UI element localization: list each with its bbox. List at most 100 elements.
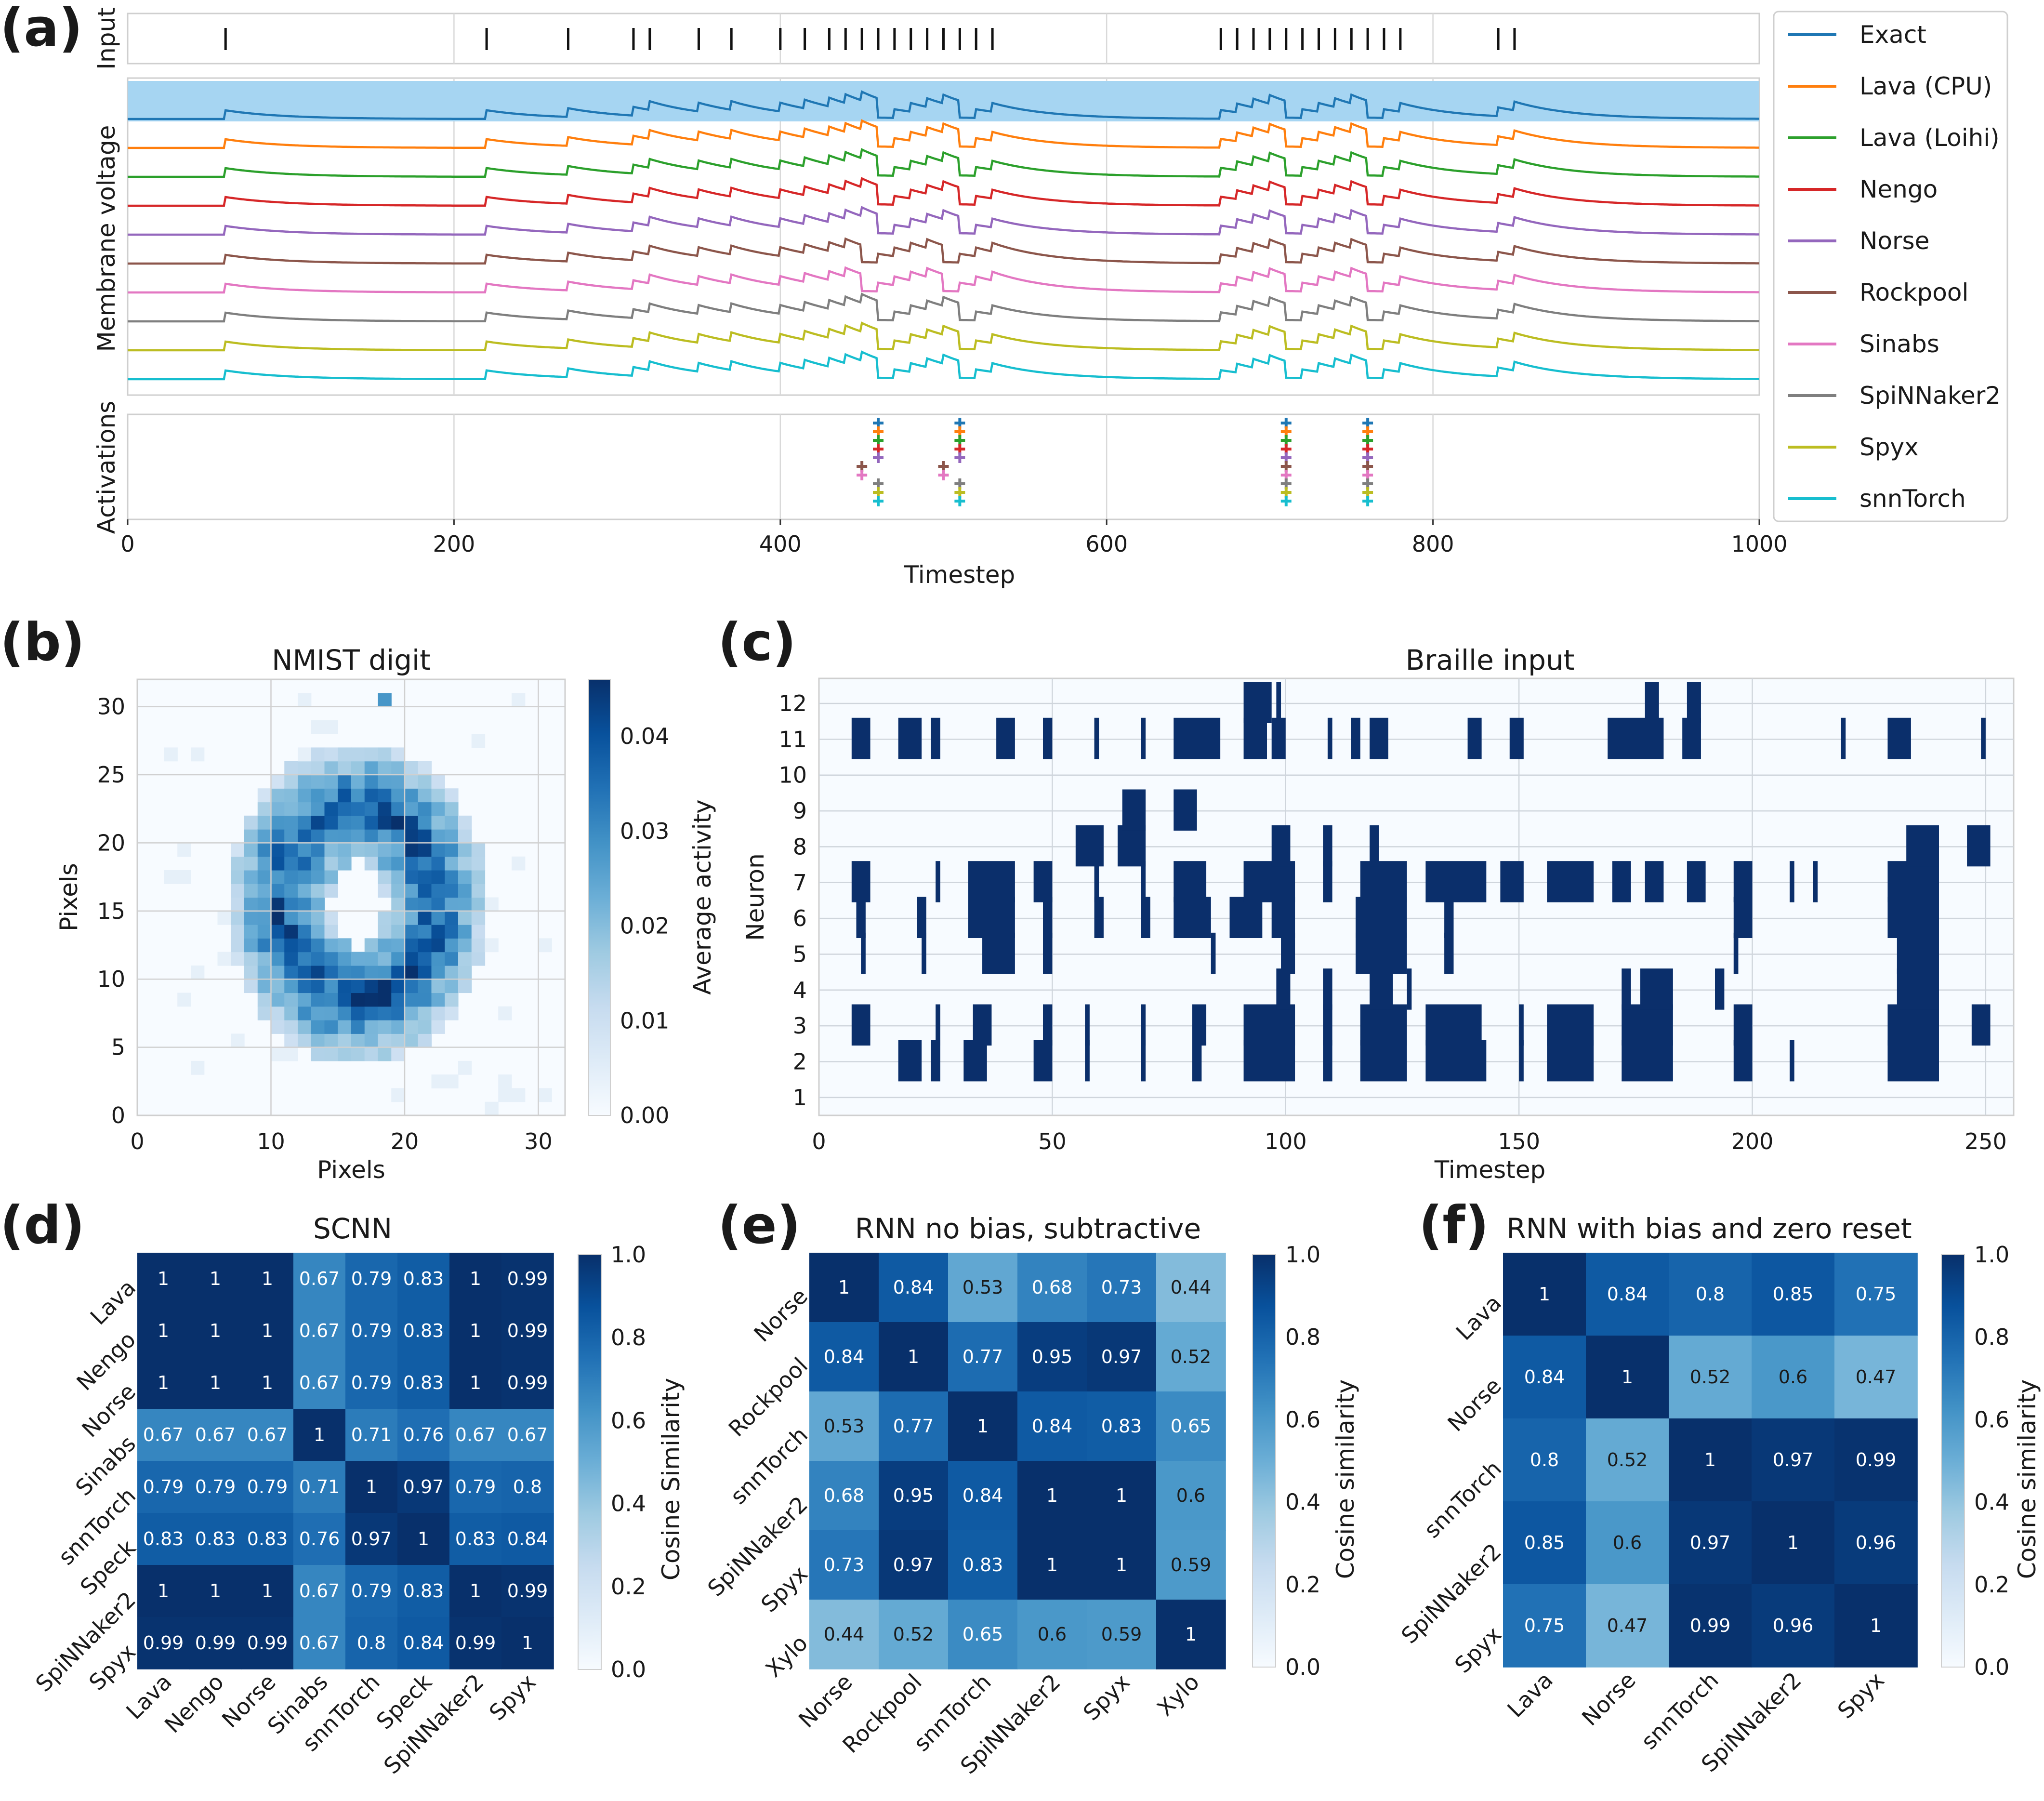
pixel-cell: [431, 979, 445, 993]
pixel-cell: [471, 938, 486, 953]
y-tick-label: 25: [97, 762, 125, 788]
pixel-cell: [351, 965, 365, 980]
similarity-cell: [501, 1409, 554, 1461]
cell-value: 0.83: [403, 1268, 444, 1289]
panel-label-c: (c): [718, 612, 796, 673]
cell-value: 1: [1870, 1615, 1882, 1636]
similarity-cell: [293, 1357, 346, 1409]
similarity-cell: [137, 1253, 190, 1305]
pixel-cell: [298, 965, 312, 980]
pixel-cell: [418, 870, 432, 884]
pixel-cell: [512, 1088, 526, 1102]
panel-label-f: (f): [1419, 1195, 1489, 1256]
pixel-cell: [311, 856, 325, 871]
spike-event: [1085, 1040, 1090, 1082]
pixel-cell: [311, 979, 325, 993]
pixel-cell: [391, 938, 405, 953]
pixel-cell: [284, 911, 298, 925]
y-tick-label: 9: [793, 798, 807, 824]
similarity-cell: [345, 1565, 398, 1617]
column-label: Spyx: [1833, 1667, 1889, 1724]
pixel-cell: [391, 747, 405, 762]
cell-value: 0.84: [893, 1277, 934, 1298]
pixel-cell: [257, 815, 272, 830]
pixel-cell: [445, 911, 459, 925]
pixel-cell: [257, 788, 272, 803]
row-label: Sinabs: [70, 1430, 141, 1501]
panel-e-chart: RNN no bias, subtractive 1 0.84 0.53 0.68 0.…: [702, 1212, 1359, 1779]
pixel-cell: [271, 911, 285, 925]
pixel-cell: [418, 815, 432, 830]
cell-value: 0.68: [1032, 1277, 1073, 1298]
spike-event: [1407, 968, 1412, 1010]
row-label: Xylo: [760, 1630, 813, 1682]
pixel-cell: [284, 1033, 298, 1048]
cell-value: 0.76: [403, 1424, 444, 1445]
pixel-cell: [431, 1074, 445, 1089]
pixel-cell: [324, 1006, 338, 1020]
pixel-cell: [445, 1074, 459, 1089]
spike-event: [931, 717, 940, 759]
cell-value: 0.8: [513, 1476, 542, 1497]
pixel-cell: [338, 802, 352, 816]
spike-event: [963, 1040, 987, 1082]
pixel-cell: [244, 925, 258, 939]
similarity-cell: [241, 1357, 294, 1409]
spike-event: [1174, 789, 1197, 831]
x-tick-label: 1000: [1731, 531, 1787, 557]
spike-event: [1687, 682, 1701, 723]
spike-event: [968, 861, 1015, 902]
cell-value: 0.73: [1101, 1277, 1142, 1298]
pixel-cell: [485, 938, 499, 953]
pixel-cell: [311, 1020, 325, 1034]
spike-event: [861, 932, 866, 974]
pixel-cell: [311, 774, 325, 789]
similarity-cell: [449, 1253, 502, 1305]
legend-entry: Spyx: [1859, 433, 1919, 461]
x-tick-label: 250: [1965, 1128, 2007, 1154]
pixel-cell: [458, 829, 472, 843]
spike-event: [1967, 825, 1991, 867]
pixel-cell: [338, 952, 352, 966]
pixel-cell: [284, 1020, 298, 1034]
colorbar-tick-label: 0.8: [1974, 1324, 2009, 1350]
pixel-cell: [391, 788, 405, 803]
similarity-cell: [1834, 1584, 1918, 1668]
pixel-cell: [391, 856, 405, 871]
pixel-cell: [405, 1020, 419, 1034]
similarity-cell: [1834, 1336, 1918, 1419]
input-axis-label: Input: [92, 7, 120, 69]
pixel-cell: [364, 1020, 379, 1034]
spike-event: [1519, 1004, 1524, 1046]
panel-b-chart: NMIST digit 0 10 20 30 0 5 10 15 20 25 30 Pixels P…: [55, 644, 716, 1184]
pixel-cell: [271, 1020, 285, 1034]
pixel-cell: [364, 774, 379, 789]
cell-value: 0.97: [1773, 1449, 1814, 1470]
pixel-cell: [311, 911, 325, 925]
similarity-cell: [809, 1461, 879, 1531]
pixel-cell: [177, 993, 191, 1007]
spike-event: [1682, 717, 1701, 759]
x-tick-label: 0: [130, 1128, 144, 1154]
colorbar-tick-label: 0.4: [611, 1491, 646, 1517]
pixel-cell: [338, 979, 352, 993]
pixel-cell: [244, 952, 258, 966]
pixel-cell: [364, 815, 379, 830]
similarity-cell: [1087, 1530, 1157, 1600]
colorbar-tick-label: 0.6: [611, 1407, 646, 1433]
pixel-cell: [298, 774, 312, 789]
pixel-cell: [431, 952, 445, 966]
spike-event: [1887, 861, 1939, 902]
similarity-cell: [345, 1253, 398, 1305]
spike-event: [1645, 861, 1664, 902]
pixel-cell: [298, 747, 312, 762]
pixel-cell: [405, 979, 419, 993]
spike-event: [1276, 968, 1291, 1010]
pixel-cell: [391, 925, 405, 939]
pixel-cell: [378, 1006, 392, 1020]
voltage-trace-lava-cpu-: [128, 119, 1759, 149]
similarity-cell: [293, 1253, 346, 1305]
pixel-cell: [284, 925, 298, 939]
pixel-cell: [231, 1033, 245, 1048]
pixel-cell: [231, 938, 245, 953]
